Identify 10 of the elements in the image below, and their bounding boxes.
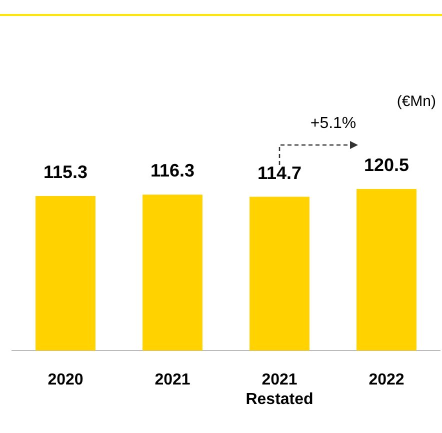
text: (€Mn)	[396, 93, 436, 110]
data-label: 120.5	[364, 155, 410, 175]
x-tick-label: 2021 Restated	[246, 372, 314, 408]
text: +5.1%	[310, 115, 356, 132]
x-tick-label: 2021	[154, 372, 190, 389]
x-tick-label: 2020	[48, 372, 84, 389]
data-label: 114.7	[257, 162, 302, 183]
data-label: 115.3	[43, 162, 88, 182]
data-label: 116.3	[150, 160, 195, 181]
x-tick-label: 2022	[368, 372, 404, 389]
